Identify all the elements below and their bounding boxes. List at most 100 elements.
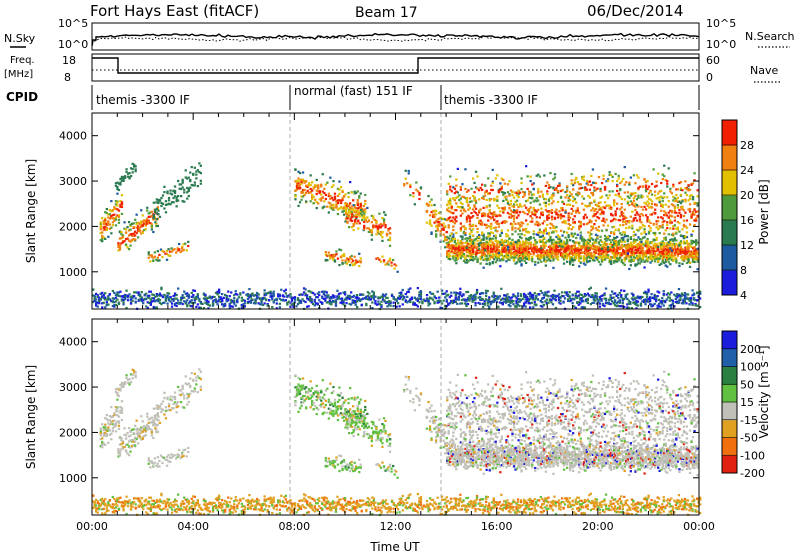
power-cell	[227, 290, 230, 293]
power-cell	[544, 184, 547, 187]
power-cell	[570, 207, 573, 210]
power-cell	[634, 192, 637, 195]
power-cell	[655, 236, 658, 240]
power-cell	[170, 302, 174, 305]
power-cell	[610, 258, 613, 261]
power-cell	[427, 195, 430, 198]
power-cell	[456, 257, 459, 260]
power-cell	[647, 202, 651, 205]
power-cell	[534, 238, 537, 242]
power-cell	[375, 233, 378, 236]
power-cell	[534, 240, 537, 243]
power-cell	[573, 250, 576, 253]
power-cell	[505, 253, 508, 256]
power-cell	[161, 255, 164, 259]
power-cell	[118, 237, 122, 240]
power-cell	[459, 229, 462, 232]
power-cell	[344, 220, 347, 223]
power-cell	[658, 263, 661, 266]
power-cell	[352, 259, 355, 262]
power-cell	[599, 253, 602, 256]
power-cell	[129, 302, 133, 305]
power-cell	[494, 256, 497, 259]
power-cell	[446, 235, 449, 239]
power-cell	[573, 197, 576, 200]
power-cell	[320, 199, 323, 202]
power-cell	[465, 199, 469, 202]
power-cell	[667, 200, 670, 203]
power-cell	[567, 249, 570, 252]
power-cell	[517, 239, 520, 242]
power-cell	[252, 294, 256, 297]
power-cell	[666, 180, 669, 183]
power-cell	[499, 210, 502, 213]
power-cell	[590, 201, 593, 204]
power-cell	[487, 235, 490, 238]
power-cell	[474, 254, 478, 257]
power-cell	[555, 244, 558, 247]
power-cell	[193, 181, 196, 184]
power-cell	[102, 294, 105, 297]
power-cell	[351, 219, 354, 222]
power-cell	[632, 204, 635, 207]
power-cell	[476, 251, 479, 255]
power-cell	[558, 240, 561, 243]
power-cell	[372, 217, 375, 220]
power-cell	[245, 293, 248, 296]
power-cell	[569, 252, 572, 255]
power-cell	[461, 225, 464, 228]
power-cell	[494, 240, 497, 243]
power-cell	[335, 253, 338, 256]
power-cell	[547, 258, 551, 261]
power-cell	[363, 214, 366, 217]
power-cell	[658, 252, 661, 255]
power-cell	[384, 263, 387, 266]
power-cell	[623, 191, 626, 194]
power-cell	[132, 226, 135, 229]
power-cell	[140, 298, 143, 301]
power-cell	[688, 261, 692, 264]
power-cell	[676, 226, 679, 229]
power-cell	[485, 245, 488, 249]
power-cell	[696, 257, 699, 260]
power-cell	[544, 201, 547, 204]
power-cell	[474, 252, 478, 255]
power-cell	[603, 250, 607, 253]
power-cell	[549, 254, 552, 257]
power-cell	[462, 230, 466, 233]
power-cell	[587, 205, 590, 208]
power-cell	[564, 255, 567, 258]
power-cell	[98, 302, 101, 305]
power-cell	[300, 181, 303, 184]
power-cell	[143, 222, 146, 225]
power-cell	[508, 249, 511, 252]
power-cell	[482, 214, 485, 217]
power-cell	[476, 257, 479, 260]
power-cell	[549, 237, 552, 240]
power-cell	[675, 188, 678, 191]
power-cell	[676, 251, 679, 254]
power-cell	[631, 250, 634, 254]
power-cell	[358, 206, 361, 209]
power-cell	[218, 288, 221, 291]
power-cell	[248, 288, 251, 291]
power-cell	[488, 234, 491, 237]
power-cell	[488, 262, 491, 265]
power-cell	[370, 238, 373, 241]
power-cell	[634, 256, 637, 260]
power-cell	[518, 203, 522, 206]
power-cell	[619, 195, 622, 198]
power-cell	[672, 240, 675, 243]
power-cell	[436, 228, 439, 231]
power-cell	[473, 204, 476, 207]
power-cell	[647, 232, 651, 235]
power-cell	[676, 244, 679, 248]
power-cell	[388, 257, 392, 260]
power-cell	[468, 255, 472, 258]
power-cell	[602, 243, 605, 246]
power-cell	[490, 231, 493, 234]
power-cell	[155, 224, 158, 228]
power-cell	[366, 227, 369, 230]
power-cell	[344, 217, 348, 220]
power-cell	[663, 232, 666, 235]
